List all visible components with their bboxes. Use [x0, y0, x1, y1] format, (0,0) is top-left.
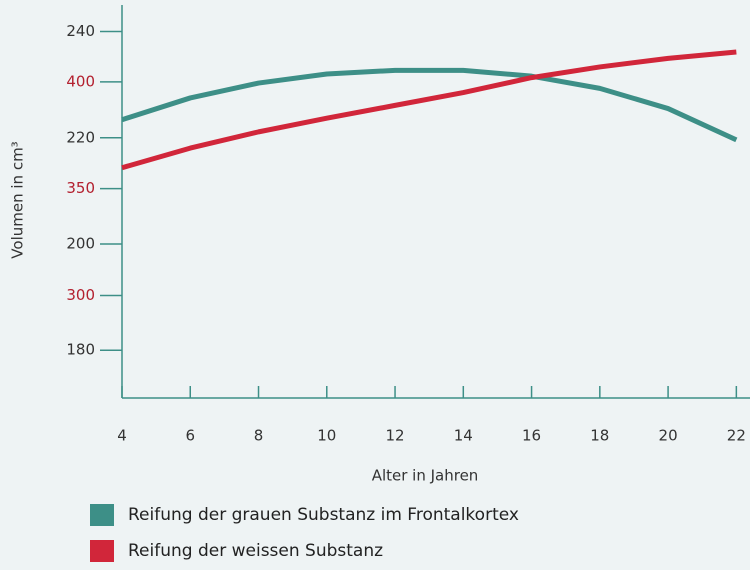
x-tick-label: 16	[522, 427, 541, 445]
x-tick-label: 20	[659, 427, 678, 445]
x-tick-label: 22	[727, 427, 746, 445]
legend-swatch	[90, 504, 114, 526]
y2-tick-label: 350	[66, 179, 95, 197]
x-tick-label: 12	[385, 427, 404, 445]
y-tick-label: 180	[66, 341, 95, 359]
x-tick-label: 8	[254, 427, 264, 445]
chart: Alter in Jahren Volumen in cm³ 180 200 220…	[0, 0, 750, 570]
x-tick-label: 14	[454, 427, 473, 445]
line-series	[122, 70, 736, 140]
y2-tick-label: 300	[66, 286, 95, 304]
y-axis-label: Volumen in cm³	[9, 141, 27, 258]
y2-tick-label: 400	[66, 72, 95, 90]
x-tick-label: 10	[317, 427, 336, 445]
x-tick-label: 4	[117, 427, 127, 445]
legend-swatch	[90, 540, 114, 562]
legend-text: Reifung der grauen Substanz im Frontalko…	[128, 505, 519, 525]
x-axis-label: Alter in Jahren	[372, 467, 479, 485]
y-tick-label: 200	[66, 234, 95, 252]
x-tick-label: 18	[590, 427, 609, 445]
x-tick-label: 6	[185, 427, 195, 445]
y-tick-label: 240	[66, 22, 95, 40]
legend-text: Reifung der weissen Substanz	[128, 541, 383, 561]
y-tick-label: 220	[66, 128, 95, 146]
